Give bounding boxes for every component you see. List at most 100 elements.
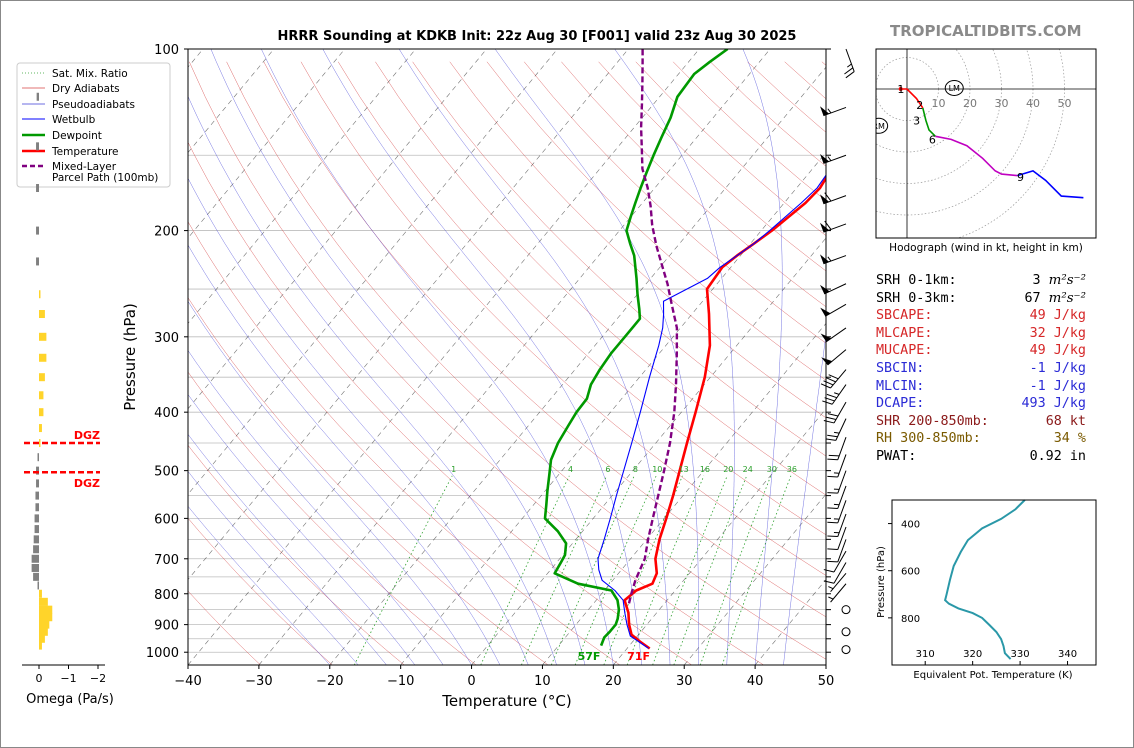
omega-bar (33, 545, 39, 554)
mix-ratio-label: 30 (767, 465, 777, 474)
stat-row: SBCAPE: 49 J/kg (876, 307, 1086, 325)
pseudoadiabat (261, 49, 614, 665)
stat-unit: m²s⁻² (1048, 290, 1086, 306)
dry-adiabat (375, 61, 826, 496)
sat-mix-ratio-line (673, 475, 748, 665)
wind-barb (841, 645, 851, 655)
wind-barb (820, 220, 847, 233)
omega-bar (36, 92, 39, 101)
sounding-parameters: SRH 0-1km: 3 m²s⁻² SRH 0-3km: 67 m²s⁻² SBCAP… (876, 272, 1086, 466)
y-tick-label: 400 (154, 406, 179, 421)
stat-row: SHR 200-850mb: 68 kt (876, 413, 1086, 431)
barb-flag (820, 307, 831, 317)
stat-value: 68 kt (1045, 413, 1086, 429)
omega-bar (35, 503, 39, 512)
pseudoadiabat (188, 350, 444, 665)
mix-ratio-label: 16 (700, 465, 710, 474)
pseudoadiabat (188, 244, 501, 665)
theta-e-x-tick-label: 320 (963, 649, 982, 660)
omega-bar (35, 491, 39, 500)
hodo-ring-label: 40 (1026, 97, 1040, 110)
dry-adiabat (263, 61, 826, 618)
barb-staff (824, 283, 847, 295)
omega-bar (31, 554, 39, 563)
hodo-ring-label: 20 (963, 97, 977, 110)
wind-barb (827, 526, 847, 551)
y-tick-label: 1000 (146, 646, 179, 661)
barb-full (845, 71, 855, 79)
legend-label: Wetbulb (52, 114, 96, 126)
isotherm-line (188, 49, 700, 665)
series-temperature (623, 175, 826, 650)
omega-bar (39, 373, 45, 382)
mix-ratio-label: 1 (451, 465, 456, 474)
calm-circle (841, 605, 851, 615)
barb-flag (820, 194, 830, 204)
omega-tick-label: 0 (36, 672, 43, 685)
barb-staff (823, 154, 847, 164)
stat-value: 67 m²s⁻² (1024, 290, 1086, 306)
stat-label: RH 300-850mb: (876, 431, 981, 447)
stat-value: 49 J/kg (1029, 343, 1086, 359)
theta-e-y-tick-label: 400 (901, 520, 920, 531)
barb-full (823, 580, 835, 584)
storm-motion-marker (876, 117, 889, 134)
dry-adiabat (300, 61, 826, 576)
skewt-axes-frame (187, 48, 827, 666)
omega-bar (39, 310, 45, 319)
omega-bar (39, 597, 48, 606)
dry-adiabat (486, 61, 826, 381)
dgz-label: DGZ (74, 429, 100, 442)
legend-label: Sat. Mix. Ratio (52, 68, 128, 80)
brand-watermark: TROPICALTIDBITS.COM (890, 22, 1082, 40)
barb-flag (820, 222, 830, 233)
theta-e-xlabel: Equivalent Pot. Temperature (K) (913, 670, 1072, 681)
stat-value: -1 J/kg (1029, 378, 1086, 394)
barb-flag (821, 357, 833, 366)
barb-flag (820, 284, 830, 294)
barb-staff (835, 418, 847, 441)
dry-adiabat (188, 517, 333, 665)
calm-circle (841, 645, 851, 655)
dry-adiabat (226, 61, 826, 660)
omega-xlabel: Omega (Pa/s) (26, 692, 114, 707)
barb-full (824, 192, 832, 202)
barb-full (827, 475, 838, 478)
omega-bar (34, 514, 39, 523)
sat-mix-ratio-line (521, 475, 608, 665)
wind-barb (827, 436, 847, 461)
wind-barb (844, 48, 855, 79)
mix-ratio-label: 13 (679, 465, 689, 474)
barb-full (825, 438, 836, 441)
wind-barb (820, 283, 847, 295)
sat-mix-ratio-line (699, 475, 772, 665)
wind-barb (823, 562, 847, 584)
stat-label: MLCIN: (876, 378, 925, 394)
theta-e-y-tick-label: 600 (901, 567, 920, 578)
dry-adiabat (188, 221, 621, 665)
wind-barb (820, 254, 847, 265)
barb-full (823, 569, 835, 573)
storm-motion-marker (944, 80, 964, 96)
sat-mix-ratio-line (652, 475, 728, 665)
barb-half (827, 256, 832, 262)
stat-row: PWAT: 0.92 in (876, 448, 1086, 466)
y-tick-label: 500 (154, 465, 179, 480)
omega-bar (33, 535, 39, 544)
barb-staff (830, 583, 847, 603)
dry-adiabat (188, 141, 692, 665)
barb-full (827, 535, 838, 538)
dry-adiabat (524, 61, 826, 344)
sat-mix-ratio-line (626, 475, 705, 665)
theta-e-ylabel: Pressure (hPa) (876, 546, 887, 618)
pseudoadiabat (188, 393, 416, 665)
legend-label: Pseudoadiabats (52, 99, 135, 111)
theta-e-x-tick-label: 340 (1058, 649, 1077, 660)
omega-bar (39, 613, 53, 622)
barb-full (828, 454, 840, 457)
dry-adiabat (412, 61, 826, 457)
wind-barb (827, 513, 847, 538)
wind-barb (841, 605, 851, 615)
stat-label: SBCIN: (876, 360, 925, 376)
isotherm-line (188, 49, 629, 581)
